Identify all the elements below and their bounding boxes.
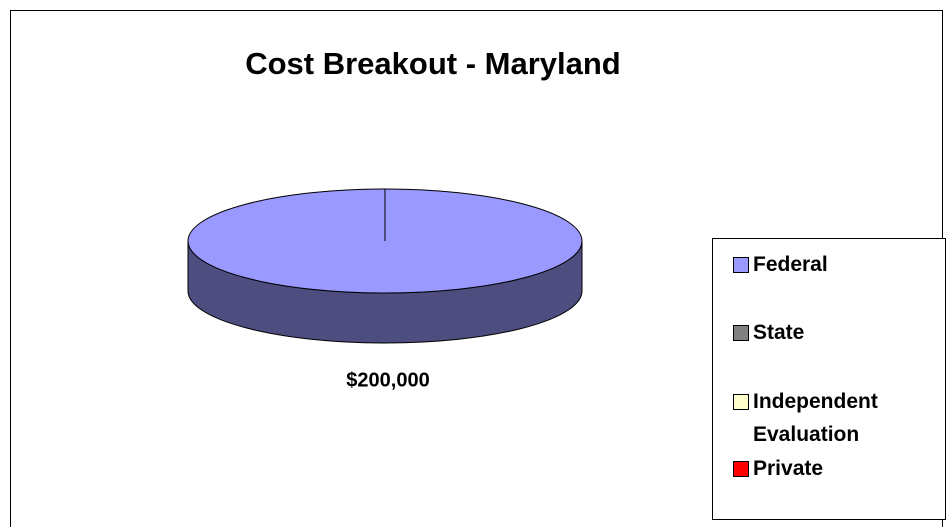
- legend-item: Independent Evaluation: [733, 385, 933, 451]
- legend: Federal State Independent Evaluation Privat…: [712, 238, 946, 520]
- data-label: $200,000: [346, 369, 429, 391]
- legend-item: State: [733, 316, 933, 349]
- legend-item: Private: [733, 452, 933, 485]
- legend-label: Federal: [753, 253, 828, 276]
- legend-label: Independent Evaluation: [753, 390, 878, 446]
- legend-swatch: [733, 461, 749, 477]
- legend-swatch: [733, 257, 749, 273]
- legend-item: Federal: [733, 248, 933, 281]
- legend-label: State: [753, 321, 805, 344]
- chart-title: Cost Breakout - Maryland: [245, 46, 621, 81]
- legend-swatch: [733, 394, 749, 410]
- legend-label: Private: [753, 457, 824, 480]
- legend-swatch: [733, 325, 749, 341]
